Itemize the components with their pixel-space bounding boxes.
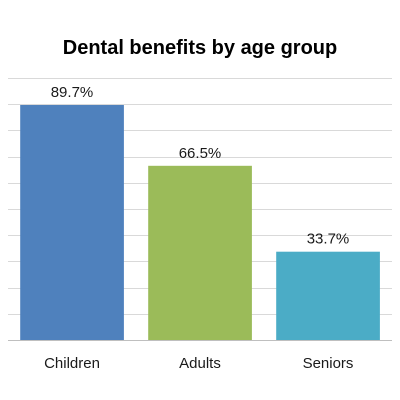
bar-seniors [276,251,380,340]
bar-adults [148,165,252,340]
data-label-adults: 66.5% [179,145,222,162]
data-label-children: 89.7% [51,84,94,101]
category-label-children: Children [44,355,100,372]
data-labels: 89.7% 66.5% 33.7% [51,84,350,248]
bars [20,105,380,340]
category-label-seniors: Seniors [303,355,354,372]
category-labels: Children Adults Seniors [44,355,353,372]
bar-children [20,105,124,340]
category-label-adults: Adults [179,355,221,372]
data-label-seniors: 33.7% [307,231,350,248]
chart-title: Dental benefits by age group [63,37,337,59]
